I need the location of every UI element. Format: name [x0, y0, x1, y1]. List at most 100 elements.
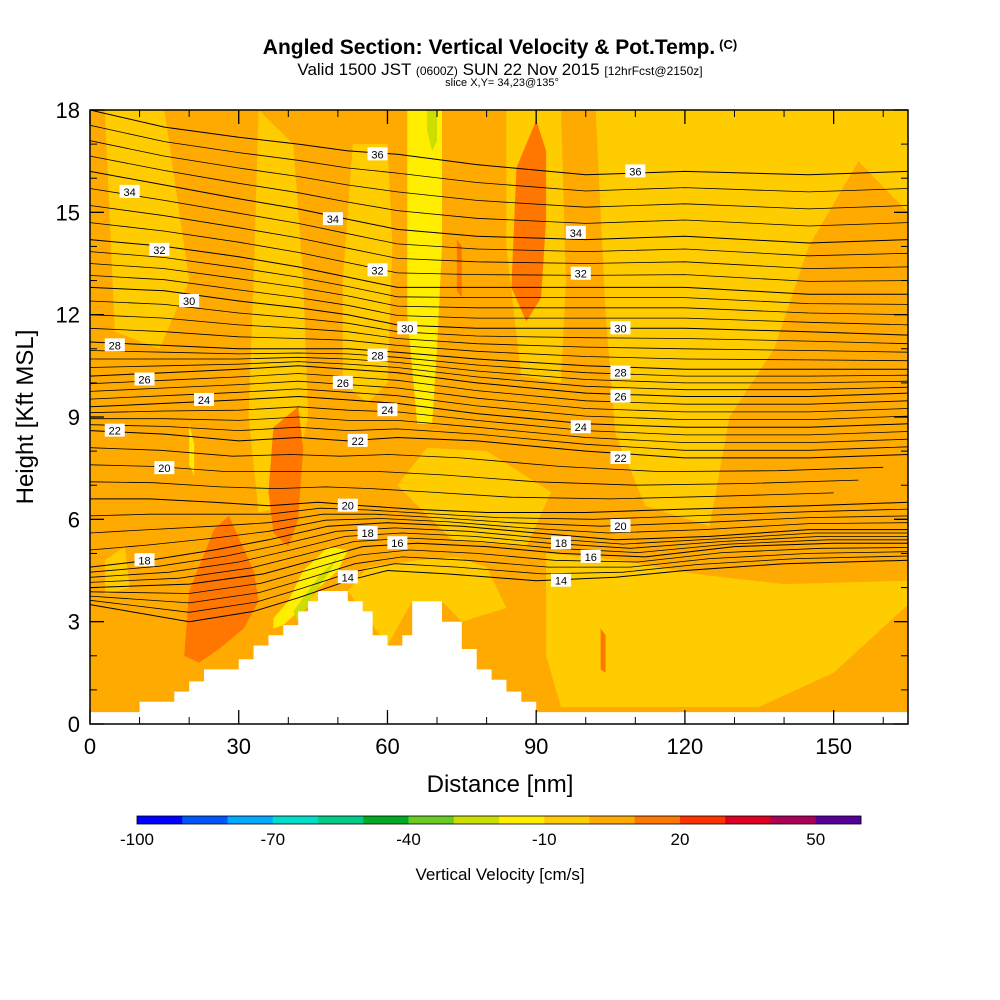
- theta-contour-minor: [90, 124, 908, 193]
- colorbar-swatch: [227, 816, 274, 824]
- y-tick-label: 6: [68, 507, 80, 532]
- theta-contour-minor: [90, 532, 908, 578]
- colorbar-swatch: [499, 816, 545, 824]
- contour-label-bg: [347, 433, 368, 447]
- colorbar-swatch: [182, 816, 228, 824]
- theta-contour-minor: [90, 513, 908, 534]
- contour-label-text: 18: [361, 528, 373, 540]
- contour-label-18: 18: [357, 525, 378, 540]
- contour-label-30: 30: [610, 321, 631, 335]
- contour-label-bg: [610, 450, 631, 464]
- colorbar-swatch: [589, 816, 636, 824]
- colorbar-tick-label: -40: [396, 830, 421, 849]
- contour-label-text: 36: [629, 166, 641, 178]
- contour-label-26: 26: [332, 375, 353, 390]
- colorbar-tick-label: -10: [532, 830, 557, 849]
- contour-label-32: 32: [367, 263, 388, 277]
- x-axis-label: Distance [nm]: [427, 771, 574, 798]
- contour-label-28: 28: [610, 365, 631, 380]
- colorbar-swatch: [770, 816, 817, 824]
- contour-label-text: 18: [138, 555, 150, 567]
- theta-contour-minor: [90, 188, 908, 257]
- colorbar-frame: [136, 815, 862, 825]
- contour-label-bg: [179, 294, 200, 308]
- contour-label-text: 32: [371, 265, 383, 277]
- contour-label-16: 16: [387, 536, 408, 550]
- colorbar-swatch: [544, 816, 590, 824]
- velocity-region-11: [407, 110, 442, 424]
- contour-label-text: 14: [555, 576, 567, 588]
- velocity-region-8: [397, 447, 552, 547]
- contour-label-18: 18: [134, 553, 155, 567]
- theta-contour-minor: [90, 447, 884, 473]
- contour-label-bg: [550, 536, 571, 550]
- theta-contour-26: [90, 365, 908, 397]
- contour-label-14: 14: [550, 573, 571, 588]
- x-tick-label: 120: [667, 734, 704, 759]
- colorbar-tick-label: 20: [671, 830, 690, 849]
- contour-label-bg: [119, 184, 140, 198]
- contour-label-22: 22: [347, 433, 368, 448]
- y-tick-label: 3: [68, 610, 80, 635]
- contour-label-text: 24: [381, 405, 393, 417]
- contour-label-20: 20: [610, 519, 631, 533]
- contour-label-text: 20: [342, 501, 354, 513]
- x-tick-label: 90: [524, 734, 548, 759]
- colorbar-swatch: [680, 816, 726, 824]
- valid-date: SUN 22 Nov 2015: [462, 60, 600, 79]
- contour-label-bg: [580, 549, 601, 563]
- velocity-region-19: [456, 239, 462, 298]
- y-tick-label: 18: [56, 98, 80, 123]
- valid-utc: (0600Z): [415, 64, 458, 78]
- velocity-region-20: [600, 628, 606, 673]
- contour-label-bg: [149, 242, 170, 256]
- theta-contour-minor: [90, 263, 908, 316]
- contour-label-bg: [570, 266, 591, 280]
- colorbar-swatch: [408, 816, 455, 824]
- contour-label-text: 14: [342, 572, 354, 584]
- theta-contour-28: [90, 341, 908, 370]
- contour-label-bg: [134, 372, 155, 386]
- contour-label-text: 30: [401, 323, 413, 335]
- theta-contour-20: [90, 498, 908, 513]
- contour-label-bg: [610, 519, 631, 533]
- contour-label-bg: [322, 212, 343, 226]
- colorbar-tick-label: 50: [806, 830, 825, 849]
- theta-contour-minor: [90, 222, 908, 282]
- theta-contour-14: [90, 559, 908, 623]
- contour-label-36: 36: [625, 164, 646, 178]
- colorbar-swatch: [725, 816, 771, 824]
- contour-label-18: 18: [550, 536, 571, 550]
- contour-label-text: 18: [555, 538, 567, 550]
- contour-label-bg: [357, 525, 378, 539]
- colorbar-tick-label: -70: [260, 830, 285, 849]
- contour-label-32: 32: [570, 266, 591, 281]
- theta-contour-minor: [90, 275, 908, 326]
- theta-contour-minor: [90, 140, 908, 210]
- colorbar-swatch: [272, 816, 319, 824]
- theta-contour-minor: [90, 537, 908, 583]
- theta-contour-36: [90, 110, 908, 176]
- theta-contour-minor: [90, 555, 908, 613]
- theta-contour-minor: [90, 356, 908, 384]
- theta-contour-16: [90, 542, 908, 589]
- velocity-region-14: [427, 110, 437, 151]
- theta-contour-minor: [90, 314, 908, 353]
- theta-contour-minor: [90, 481, 834, 500]
- theta-contour-minor: [90, 416, 908, 444]
- contour-label-text: 26: [337, 378, 349, 390]
- contour-label-text: 26: [138, 374, 150, 386]
- contour-label-text: 34: [327, 214, 339, 226]
- theta-contour-minor: [90, 527, 908, 573]
- contour-label-bg: [377, 403, 398, 417]
- contour-label-bg: [570, 420, 591, 434]
- contour-label-bg: [565, 225, 586, 239]
- colorbar: -100 -70 -40 -10 20 50: [120, 815, 862, 849]
- theta-contour-minor: [90, 464, 859, 486]
- velocity-region-10: [298, 556, 507, 646]
- contour-label-text: 22: [109, 426, 121, 438]
- theta-contour-minor: [90, 205, 908, 270]
- contour-label-bg: [625, 164, 646, 178]
- y-tick-label: 15: [56, 200, 80, 225]
